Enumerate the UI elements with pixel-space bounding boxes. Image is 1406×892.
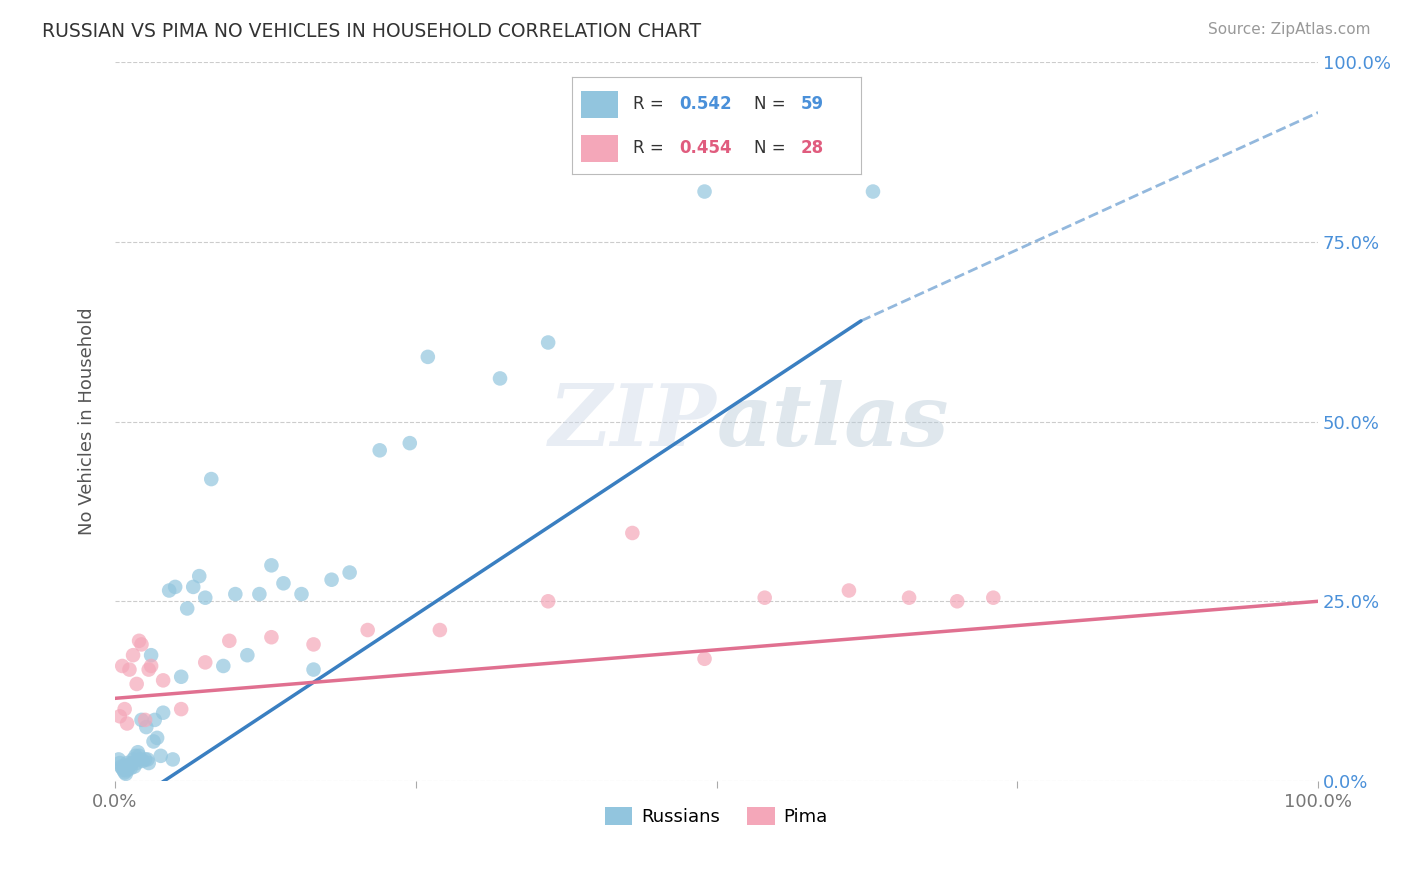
Point bbox=[838, 583, 860, 598]
Point bbox=[339, 566, 361, 580]
Point bbox=[122, 759, 145, 773]
Point bbox=[136, 752, 159, 766]
Point bbox=[176, 601, 198, 615]
Point bbox=[357, 623, 380, 637]
Point bbox=[194, 656, 217, 670]
Legend: Russians, Pima: Russians, Pima bbox=[606, 806, 828, 826]
Point bbox=[128, 633, 150, 648]
Point bbox=[114, 765, 136, 780]
Point bbox=[247, 587, 270, 601]
Point bbox=[115, 763, 138, 777]
Point bbox=[621, 526, 644, 541]
Point bbox=[146, 731, 169, 745]
Point bbox=[368, 443, 391, 458]
Y-axis label: No Vehicles in Household: No Vehicles in Household bbox=[79, 308, 96, 535]
Point bbox=[108, 756, 131, 770]
Point bbox=[302, 663, 325, 677]
Point bbox=[127, 745, 149, 759]
Point bbox=[194, 591, 217, 605]
Point bbox=[200, 472, 222, 486]
Point bbox=[122, 648, 145, 663]
Point bbox=[139, 659, 162, 673]
Point bbox=[946, 594, 969, 608]
Point bbox=[273, 576, 295, 591]
Point bbox=[162, 752, 184, 766]
Text: atlas: atlas bbox=[717, 380, 949, 463]
Point bbox=[302, 637, 325, 651]
Point bbox=[129, 752, 152, 766]
Point bbox=[139, 648, 162, 663]
Point bbox=[125, 677, 148, 691]
Point bbox=[112, 763, 135, 777]
Point bbox=[224, 587, 246, 601]
Point bbox=[121, 756, 143, 770]
Point bbox=[181, 580, 204, 594]
Point bbox=[125, 756, 148, 770]
Point bbox=[321, 573, 343, 587]
Point bbox=[114, 702, 136, 716]
Point bbox=[152, 673, 174, 688]
Point bbox=[260, 558, 283, 573]
Point bbox=[134, 752, 156, 766]
Point bbox=[170, 702, 193, 716]
Point bbox=[111, 659, 134, 673]
Point bbox=[862, 185, 884, 199]
Point bbox=[981, 591, 1004, 605]
Text: RUSSIAN VS PIMA NO VEHICLES IN HOUSEHOLD CORRELATION CHART: RUSSIAN VS PIMA NO VEHICLES IN HOUSEHOLD… bbox=[42, 22, 702, 41]
Point bbox=[416, 350, 439, 364]
Point bbox=[149, 748, 172, 763]
Point bbox=[236, 648, 259, 663]
Point bbox=[212, 659, 235, 673]
Text: Source: ZipAtlas.com: Source: ZipAtlas.com bbox=[1208, 22, 1371, 37]
Point bbox=[138, 663, 160, 677]
Point bbox=[131, 754, 153, 768]
Point bbox=[135, 720, 157, 734]
Point bbox=[131, 713, 153, 727]
Point bbox=[260, 630, 283, 644]
Point bbox=[429, 623, 451, 637]
Point bbox=[118, 758, 141, 772]
Point bbox=[157, 583, 180, 598]
Point bbox=[110, 759, 132, 773]
Point bbox=[693, 652, 716, 666]
Point bbox=[398, 436, 420, 450]
Point bbox=[131, 637, 153, 651]
Point bbox=[107, 752, 129, 766]
Point bbox=[115, 716, 138, 731]
Point bbox=[489, 371, 512, 385]
Point bbox=[115, 756, 138, 770]
Point bbox=[170, 670, 193, 684]
Point bbox=[128, 748, 150, 763]
Point bbox=[218, 633, 240, 648]
Point bbox=[117, 761, 139, 775]
Point bbox=[537, 594, 560, 608]
Point bbox=[111, 761, 134, 775]
Point bbox=[115, 766, 138, 780]
Point bbox=[134, 713, 156, 727]
Point bbox=[188, 569, 211, 583]
Point bbox=[143, 713, 166, 727]
Point bbox=[693, 185, 716, 199]
Point bbox=[142, 734, 165, 748]
Point bbox=[754, 591, 776, 605]
Point bbox=[118, 663, 141, 677]
Point bbox=[120, 761, 142, 775]
Point bbox=[537, 335, 560, 350]
Point bbox=[122, 752, 145, 766]
Point bbox=[898, 591, 921, 605]
Point bbox=[124, 748, 146, 763]
Point bbox=[152, 706, 174, 720]
Point bbox=[165, 580, 187, 594]
Text: ZIP: ZIP bbox=[548, 380, 717, 463]
Point bbox=[114, 759, 136, 773]
Point bbox=[138, 756, 160, 770]
Point bbox=[290, 587, 312, 601]
Point bbox=[108, 709, 131, 723]
